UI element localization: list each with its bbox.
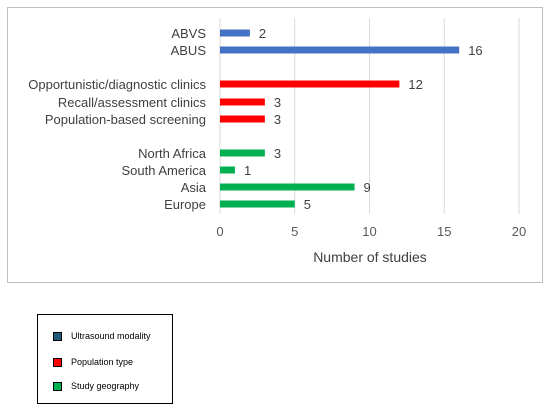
bar-opportunistic-diagnostic-clinics xyxy=(220,80,400,88)
x-tick-label-10: 10 xyxy=(362,224,376,239)
category-labels: ABVS ABUS Opportunistic/diagnostic clinics… xyxy=(28,26,207,212)
data-label-europe: 5 xyxy=(304,197,311,212)
bar-south-america xyxy=(220,166,235,174)
legend-label-population-type: Population type xyxy=(71,357,134,367)
legend-item-study-geography: Study geography xyxy=(53,380,139,392)
data-label-population-based-screening: 3 xyxy=(274,112,281,127)
data-label-south-america: 1 xyxy=(244,163,251,178)
legend-label-ultrasound-modality: Ultrasound modality xyxy=(71,331,151,341)
bars xyxy=(220,29,460,208)
data-labels: 2 16 12 3 3 3 1 9 5 xyxy=(244,26,483,212)
bar-recall-assessment-clinics xyxy=(220,98,265,106)
data-label-north-africa: 3 xyxy=(274,146,281,161)
x-tick-labels: 0 5 10 15 20 xyxy=(216,224,526,239)
category-label-asia: Asia xyxy=(181,180,207,195)
x-axis-title: Number of studies xyxy=(313,249,427,265)
bar-asia xyxy=(220,183,355,191)
bar-europe xyxy=(220,200,295,208)
bar-north-africa xyxy=(220,149,265,157)
legend-swatch-population-type xyxy=(53,357,62,367)
category-label-opportunistic-diagnostic-clinics: Opportunistic/diagnostic clinics xyxy=(28,77,206,92)
data-label-asia: 9 xyxy=(364,180,371,195)
category-label-north-africa: North Africa xyxy=(138,146,207,161)
category-label-abus: ABUS xyxy=(171,43,207,58)
category-label-europe: Europe xyxy=(164,197,206,212)
data-label-recall-assessment-clinics: 3 xyxy=(274,95,281,110)
legend-item-ultrasound-modality: Ultrasound modality xyxy=(53,330,151,342)
x-tick-label-0: 0 xyxy=(216,224,223,239)
category-label-population-based-screening: Population-based screening xyxy=(45,112,206,127)
x-tick-label-20: 20 xyxy=(512,224,526,239)
data-label-abus: 16 xyxy=(468,43,482,58)
data-label-abvs: 2 xyxy=(259,26,266,41)
bar-chart: ABVS ABUS Opportunistic/diagnostic clinics… xyxy=(28,18,526,265)
legend: Ultrasound modality Population type Stud… xyxy=(37,314,173,404)
legend-label-study-geography: Study geography xyxy=(71,381,140,391)
chart-area xyxy=(7,7,543,283)
bar-population-based-screening xyxy=(220,115,265,123)
x-tick-label-15: 15 xyxy=(437,224,451,239)
data-label-opportunistic-diagnostic-clinics: 12 xyxy=(408,77,422,92)
legend-swatch-study-geography xyxy=(53,381,62,391)
category-label-south-america: South America xyxy=(121,163,206,178)
legend-item-population-type: Population type xyxy=(53,356,133,368)
category-label-abvs: ABVS xyxy=(171,26,206,41)
x-tick-label-5: 5 xyxy=(291,224,298,239)
legend-swatch-ultrasound-modality xyxy=(53,331,62,341)
category-label-recall-assessment-clinics: Recall/assessment clinics xyxy=(58,95,207,110)
bar-abus xyxy=(220,46,460,54)
bar-abvs xyxy=(220,29,250,37)
